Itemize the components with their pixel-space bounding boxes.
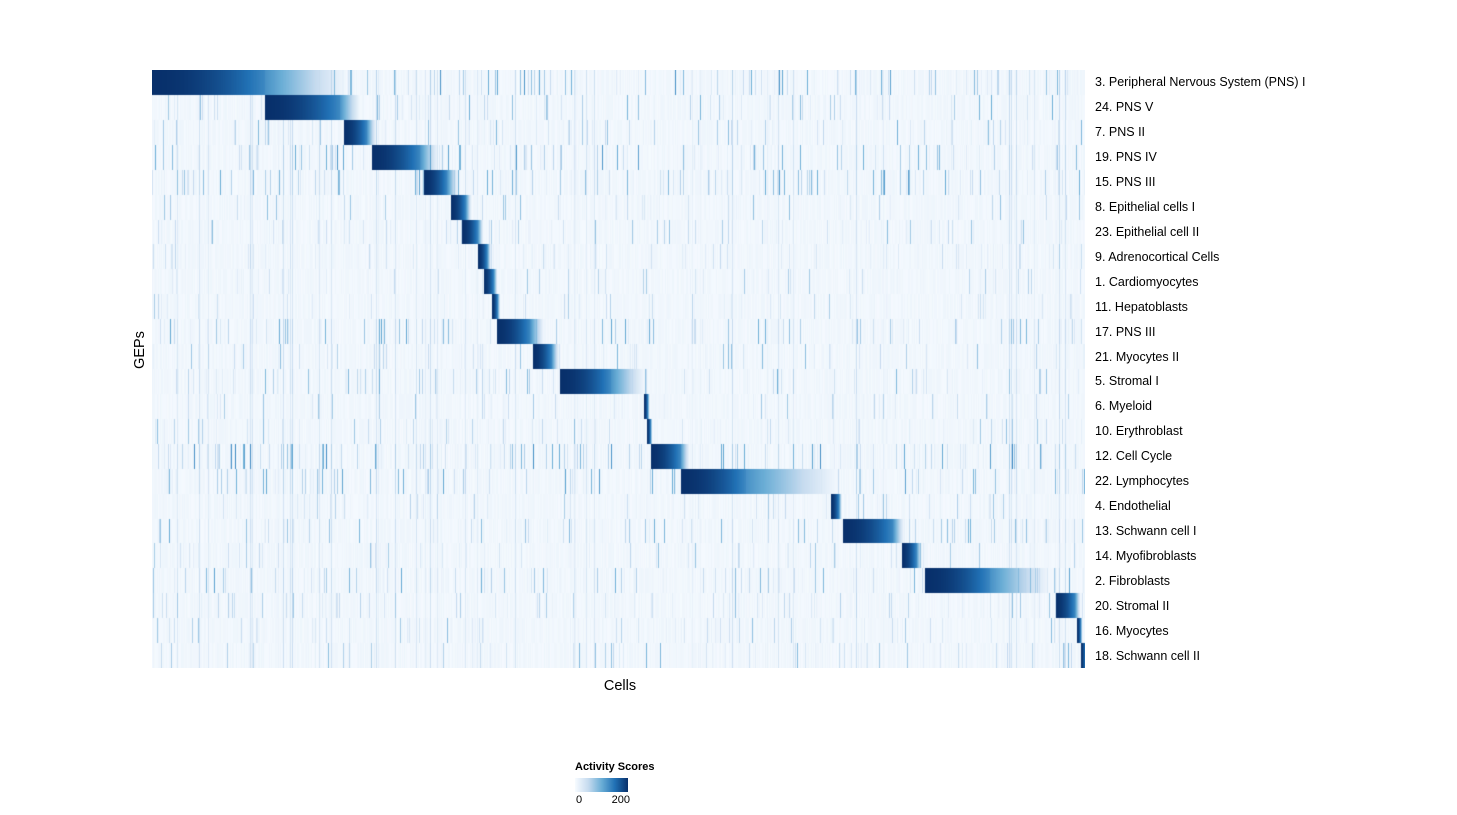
row-label: 12. Cell Cycle (1095, 448, 1173, 463)
row-label: 23. Epithelial cell II (1095, 224, 1200, 239)
row-label: 21. Myocytes II (1095, 349, 1180, 364)
row-label: 3. Peripheral Nervous System (PNS) I (1095, 75, 1306, 90)
row-label: 16. Myocytes (1095, 623, 1169, 638)
row-label: 8. Epithelial cells I (1095, 199, 1196, 214)
row-label: 19. PNS IV (1095, 149, 1157, 164)
colorbar-gradient (575, 778, 628, 792)
row-label: 20. Stromal II (1095, 598, 1170, 613)
row-label: 13. Schwann cell I (1095, 523, 1197, 538)
row-label: 17. PNS III (1095, 324, 1156, 339)
row-label: 15. PNS III (1095, 174, 1156, 189)
row-label: 2. Fibroblasts (1095, 573, 1171, 588)
legend-ticks: 0 200 (575, 792, 630, 806)
row-label: 9. Adrenocortical Cells (1095, 249, 1220, 264)
row-label: 7. PNS II (1095, 125, 1146, 140)
row-label: 4. Endothelial (1095, 498, 1171, 513)
row-label: 5. Stromal I (1095, 374, 1159, 389)
legend-title: Activity Scores (575, 761, 655, 773)
row-label: 11. Hepatoblasts (1095, 299, 1188, 314)
legend-tick-min: 0 (576, 794, 583, 806)
row-labels: 3. Peripheral Nervous System (PNS) I 24. … (1095, 70, 1457, 668)
legend-tick-max: 200 (611, 794, 630, 806)
heatmap-canvas (152, 70, 1085, 668)
row-label: 6. Myeloid (1095, 399, 1152, 414)
x-axis-label: Cells (603, 678, 637, 694)
row-label: 24. PNS V (1095, 100, 1154, 115)
colorbar-legend: Activity Scores 0 200 (575, 761, 655, 806)
row-label: 1. Cardiomyocytes (1095, 274, 1199, 289)
row-label: 10. Erythroblast (1095, 424, 1183, 439)
row-label: 14. Myofibroblasts (1095, 548, 1197, 563)
y-axis-label: GEPs (132, 331, 148, 369)
row-label: 22. Lymphocytes (1095, 473, 1190, 488)
row-label: 18. Schwann cell II (1095, 648, 1200, 663)
